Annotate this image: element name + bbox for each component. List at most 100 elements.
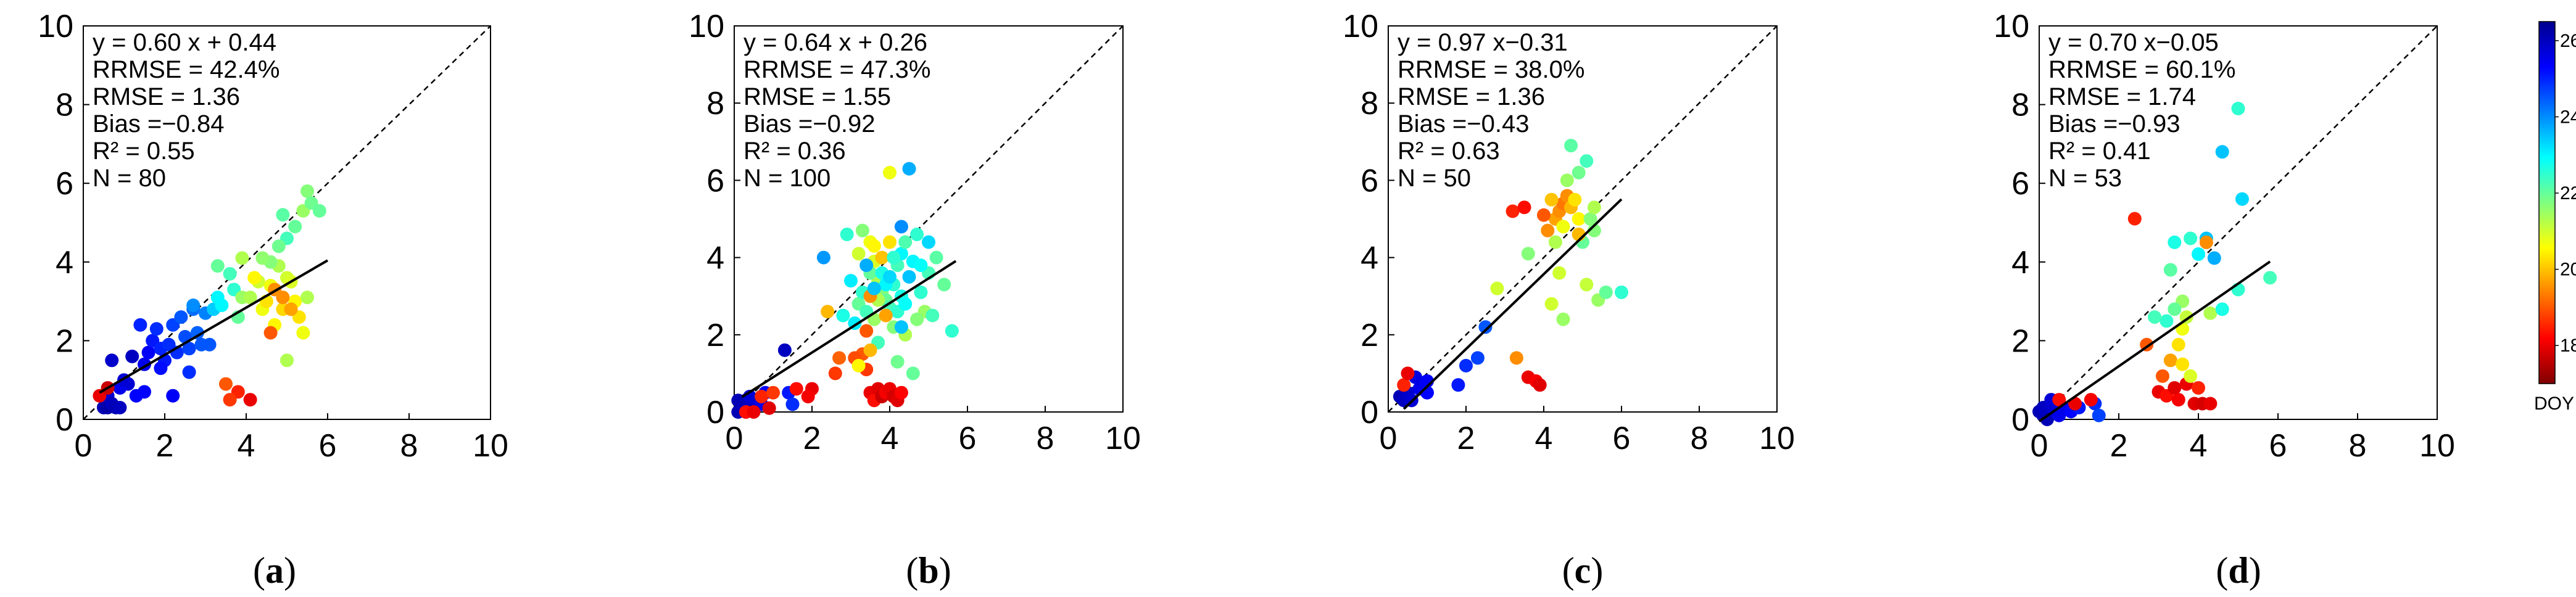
data-point bbox=[186, 298, 201, 312]
stat-line: RRMSE = 60.1% bbox=[2048, 56, 2235, 83]
data-point bbox=[1572, 212, 1586, 226]
data-point bbox=[1505, 204, 1520, 218]
data-point bbox=[2163, 263, 2177, 277]
y-tick-label: 0 bbox=[1360, 395, 1378, 430]
data-point bbox=[832, 351, 847, 365]
data-point bbox=[2084, 393, 2098, 407]
y-tick-label: 4 bbox=[1360, 241, 1378, 276]
panel-caption: (c) bbox=[1562, 550, 1604, 591]
x-tick-label: 6 bbox=[959, 421, 977, 456]
data-point bbox=[1556, 312, 1570, 326]
one-to-one-line bbox=[734, 25, 1124, 413]
x-tick-label: 6 bbox=[2269, 428, 2287, 464]
x-tick-label: 6 bbox=[1613, 421, 1631, 456]
stat-line: RMSE = 1.55 bbox=[743, 83, 891, 110]
x-tick-label: 8 bbox=[2349, 428, 2367, 464]
y-tick-label: 8 bbox=[56, 88, 73, 123]
stat-line: y = 0.97 x−0.31 bbox=[1398, 29, 1568, 56]
data-point bbox=[166, 389, 180, 403]
data-point bbox=[2148, 310, 2162, 324]
data-point bbox=[1533, 378, 1547, 392]
y-tick-label: 4 bbox=[2011, 245, 2029, 281]
panel-caption: (a) bbox=[253, 550, 296, 591]
data-point bbox=[219, 377, 233, 391]
data-point bbox=[2127, 212, 2142, 226]
y-tick-label: 8 bbox=[706, 86, 724, 121]
data-point bbox=[2192, 247, 2205, 261]
x-tick-label: 2 bbox=[1457, 421, 1475, 456]
data-point bbox=[300, 184, 314, 198]
data-point bbox=[1568, 192, 1582, 207]
data-point bbox=[902, 162, 916, 176]
data-point bbox=[1541, 223, 1555, 237]
data-point bbox=[223, 393, 237, 407]
x-tick-label: 10 bbox=[473, 428, 508, 464]
data-point bbox=[890, 355, 905, 369]
data-point bbox=[247, 271, 262, 285]
data-point bbox=[937, 278, 951, 292]
stat-line: RMSE = 1.36 bbox=[93, 83, 240, 110]
data-point bbox=[202, 337, 217, 352]
stat-line: RRMSE = 47.3% bbox=[743, 56, 930, 83]
data-point bbox=[2203, 397, 2218, 411]
data-point bbox=[255, 251, 270, 265]
stat-line: Bias =−0.92 bbox=[743, 110, 876, 138]
data-point bbox=[284, 302, 298, 316]
data-point bbox=[235, 251, 249, 265]
stat-line: RRMSE = 38.0% bbox=[1398, 56, 1584, 83]
data-point bbox=[894, 320, 908, 334]
data-point bbox=[945, 324, 959, 338]
stat-line: RMSE = 1.74 bbox=[2048, 83, 2196, 110]
data-point bbox=[182, 365, 196, 379]
y-tick-label: 8 bbox=[2011, 88, 2029, 123]
data-point bbox=[902, 270, 916, 284]
x-tick-label: 0 bbox=[2031, 428, 2048, 464]
plot-frame bbox=[83, 25, 491, 420]
x-tick-label: 4 bbox=[881, 421, 899, 456]
data-point bbox=[1478, 320, 1493, 334]
data-point bbox=[276, 208, 290, 222]
data-point bbox=[2168, 235, 2182, 249]
stat-line: N = 80 bbox=[93, 165, 166, 192]
y-tick-label: 2 bbox=[56, 323, 73, 359]
data-point bbox=[1521, 247, 1535, 261]
stat-line: Bias =−0.93 bbox=[2048, 110, 2180, 138]
data-point bbox=[859, 258, 874, 273]
data-point bbox=[1583, 212, 1597, 226]
data-point bbox=[840, 228, 854, 242]
data-point bbox=[190, 326, 204, 340]
data-point bbox=[2184, 231, 2198, 245]
data-point bbox=[851, 358, 866, 373]
stat-line: y = 0.64 x + 0.26 bbox=[743, 29, 927, 56]
regression-line bbox=[2038, 260, 2271, 422]
data-point bbox=[777, 343, 792, 357]
data-point bbox=[2199, 235, 2213, 249]
data-point bbox=[898, 297, 913, 311]
data-point bbox=[914, 285, 928, 299]
data-point bbox=[836, 308, 850, 323]
data-point bbox=[1451, 378, 1465, 392]
y-tick-label: 2 bbox=[706, 318, 724, 353]
data-point bbox=[906, 366, 920, 381]
data-point bbox=[312, 204, 326, 218]
data-point bbox=[747, 405, 761, 419]
data-point bbox=[894, 385, 908, 400]
y-tick-label: 10 bbox=[1994, 9, 2029, 44]
data-point bbox=[828, 366, 842, 381]
data-point bbox=[1470, 351, 1485, 365]
data-point bbox=[113, 400, 127, 414]
data-point bbox=[2160, 314, 2174, 328]
data-point bbox=[1556, 220, 1570, 234]
data-point bbox=[785, 397, 800, 411]
data-point bbox=[910, 312, 924, 326]
stat-line: R² = 0.63 bbox=[1398, 138, 1500, 165]
data-point bbox=[1580, 278, 1594, 292]
data-point bbox=[210, 259, 225, 273]
data-point bbox=[2163, 353, 2177, 368]
colorbar-tick-label: 220 bbox=[2560, 183, 2576, 204]
data-point bbox=[929, 250, 943, 265]
